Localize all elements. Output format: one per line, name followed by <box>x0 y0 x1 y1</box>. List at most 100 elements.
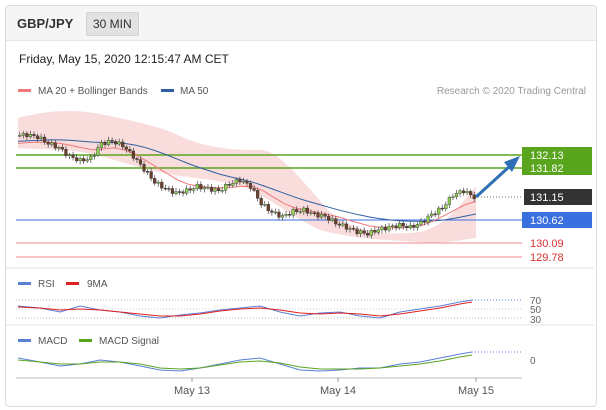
last-price-label: 131.15 <box>530 192 564 204</box>
candle-body <box>440 207 444 210</box>
last-price-box <box>524 189 592 205</box>
macd-signal-legend-swatch <box>79 339 92 342</box>
candle-body <box>288 214 292 216</box>
candle-body <box>383 226 388 231</box>
ma50-legend-swatch <box>161 89 174 92</box>
macd-line <box>17 351 473 372</box>
candle-body <box>89 156 93 160</box>
candle-body <box>195 184 199 189</box>
candle-body <box>302 207 306 212</box>
candle-body <box>149 171 153 179</box>
candle-body <box>469 191 473 196</box>
candle-body <box>316 212 320 218</box>
candle-body <box>337 223 341 226</box>
candle-body <box>305 207 309 214</box>
candle-body <box>323 214 327 217</box>
candle-body <box>99 142 104 148</box>
rsi-legend-label: RSI <box>38 279 55 290</box>
candle-body <box>430 213 434 217</box>
candle-body <box>213 188 217 192</box>
candle-body <box>408 224 412 229</box>
candle-body <box>415 224 420 228</box>
candle-body <box>32 134 36 136</box>
candle-body <box>390 225 395 227</box>
candle-body <box>419 221 423 225</box>
candle-body <box>188 188 192 191</box>
candle-body <box>284 214 288 216</box>
pivot-box <box>522 212 592 228</box>
candle-body <box>273 211 278 214</box>
candle-body <box>103 142 107 145</box>
candle-body <box>142 163 146 172</box>
candle-body <box>422 221 427 223</box>
candle-body <box>312 212 317 214</box>
candle-body <box>291 209 295 216</box>
candle-body <box>60 147 64 150</box>
macd-signal-line <box>17 354 473 370</box>
candle-body <box>131 150 135 159</box>
candle-body <box>245 181 249 184</box>
candle-body <box>167 188 171 190</box>
candle-body <box>177 191 182 193</box>
candle-body <box>380 226 384 231</box>
candle-body <box>359 230 363 234</box>
credit-label: Research © 2020 Trading Central <box>437 86 586 97</box>
candle-body <box>263 204 267 206</box>
timeframe-button[interactable]: 30 MIN <box>86 12 139 36</box>
candle-body <box>238 179 242 183</box>
candle-body <box>46 141 50 145</box>
candle-body <box>121 141 125 148</box>
symbol-label: GBP/JPY <box>17 16 74 31</box>
candle-body <box>241 181 246 183</box>
candle-body <box>106 139 111 145</box>
candle-body <box>451 196 455 199</box>
candle-body <box>458 190 462 194</box>
rsi-axis-30: 30 <box>530 315 542 326</box>
candle-body <box>362 230 366 234</box>
candle-body <box>234 179 238 184</box>
candle-body <box>259 198 263 206</box>
candle-body <box>85 159 89 162</box>
candlestick-series <box>18 130 476 239</box>
candle-body <box>21 133 25 136</box>
candle-body <box>461 190 466 194</box>
candle-body <box>437 207 441 215</box>
bollinger-band <box>18 111 476 243</box>
candle-body <box>447 197 451 205</box>
candle-body <box>53 142 57 149</box>
x-tick-label: May 15 <box>458 385 494 397</box>
resistance-1-label: 131.82 <box>530 163 564 175</box>
rsi-axis-50: 50 <box>530 305 542 316</box>
candle-body <box>82 158 86 162</box>
support-1-label: 130.09 <box>530 238 564 250</box>
candle-body <box>138 159 143 165</box>
target-box <box>522 147 592 175</box>
candle-body <box>128 149 132 152</box>
candle-body <box>64 149 68 156</box>
candle-body <box>270 210 274 213</box>
candle-body <box>78 158 82 162</box>
candle-body <box>57 147 61 149</box>
candle-body <box>25 133 29 138</box>
candle-body <box>96 147 100 156</box>
macd-legend-swatch <box>18 339 31 342</box>
candle-body <box>110 139 114 142</box>
candle-body <box>202 187 206 190</box>
macd-axis-0: 0 <box>530 356 536 367</box>
candle-body <box>170 188 175 194</box>
chart-widget: GBP/JPY 30 MIN Friday, May 15, 2020 12:1… <box>5 5 597 407</box>
candle-body <box>160 181 164 189</box>
rsi-ma-legend-swatch <box>66 282 79 285</box>
candle-body <box>387 226 391 231</box>
candle-body <box>433 213 437 216</box>
macd-signal-legend-label: MACD Signal <box>99 336 159 347</box>
candle-body <box>376 229 380 233</box>
candle-body <box>145 170 150 173</box>
candle-body <box>181 191 185 194</box>
candle-body <box>74 157 79 162</box>
candle-body <box>256 190 260 199</box>
candle-body <box>330 218 334 221</box>
candle-body <box>334 218 338 225</box>
candle-body <box>114 141 118 145</box>
